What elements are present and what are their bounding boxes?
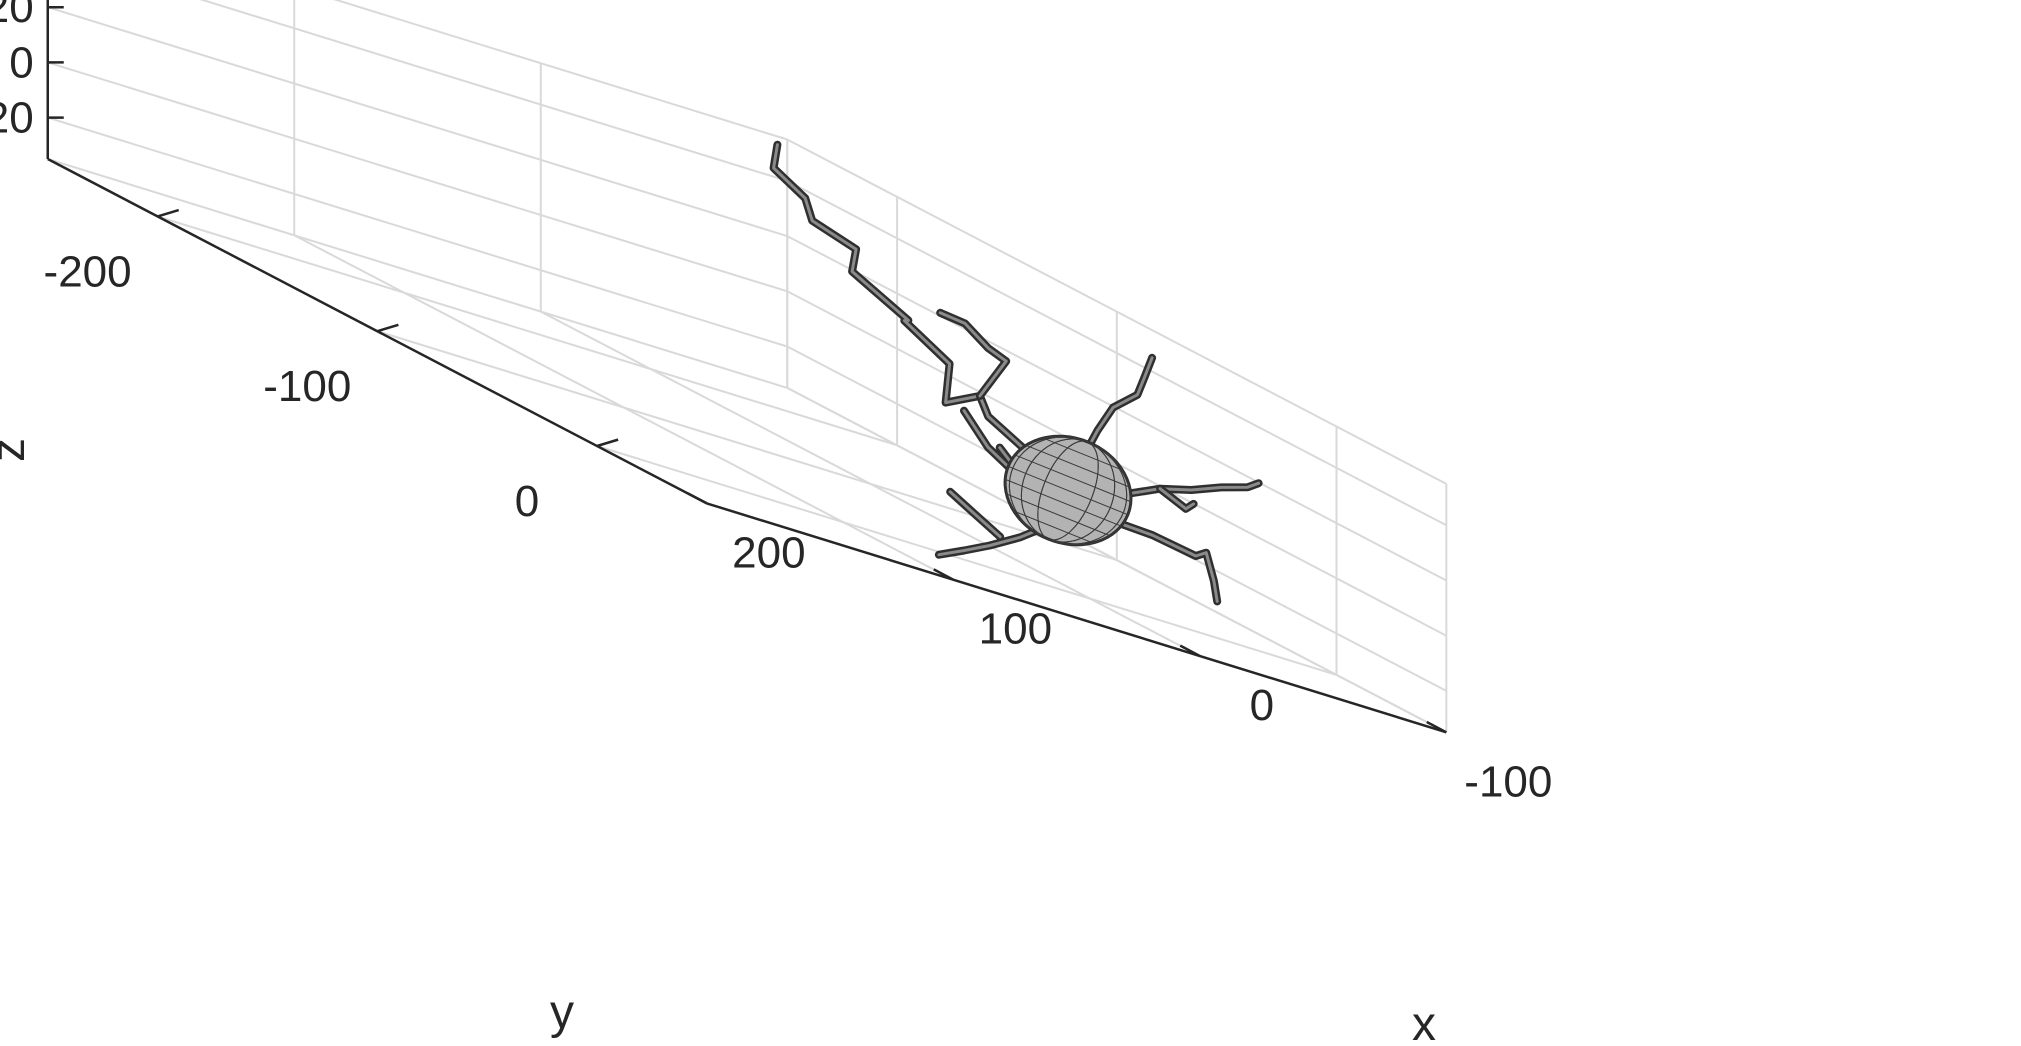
- neuron-morphology: [769, 140, 1263, 606]
- axis-labels: x y z: [0, 438, 1436, 1046]
- soma-mesh-parallel: [1025, 444, 1130, 488]
- x-tick: [1179, 644, 1201, 658]
- x-axis-label: x: [1412, 998, 1436, 1046]
- soma-mesh-meridian: [1037, 440, 1099, 541]
- z-axis-label: z: [0, 438, 35, 462]
- dendrite-lower-right-outline: [1110, 517, 1222, 606]
- grid-line-wall-y-horizontal: [47, 6, 788, 238]
- box-edge: [786, 138, 1447, 485]
- dendrite-right-branch: [1158, 487, 1196, 511]
- axon-outline: [769, 140, 1067, 484]
- x-tick-label: -100: [1464, 757, 1552, 806]
- axon-side-loop: [938, 311, 1008, 398]
- grid-line-wall-x-horizontal: [786, 180, 1447, 527]
- y-tick-label: -200: [44, 247, 132, 296]
- grid-line-wall-y-horizontal: [47, 116, 788, 348]
- y-tick-label: 0: [515, 477, 539, 526]
- soma-mesh-parallel: [1043, 437, 1123, 471]
- soma-mesh-parallel: [1013, 510, 1094, 544]
- y-tick: [596, 438, 619, 448]
- soma-mesh-parallel: [1008, 465, 1129, 516]
- axon: [772, 143, 1065, 482]
- y-axis-label: y: [550, 986, 574, 1039]
- box-edge: [47, 158, 788, 389]
- soma-mesh-parallel: [1006, 493, 1111, 537]
- z-tick-label: -20: [0, 94, 34, 143]
- x-tick: [686, 491, 708, 505]
- dendrite-right: [1121, 481, 1261, 497]
- x-tick: [1426, 720, 1447, 734]
- soma: [1003, 434, 1133, 547]
- soma-mesh-parallel: [1005, 478, 1122, 527]
- y-tick: [376, 323, 399, 333]
- y-tick: [157, 208, 180, 218]
- grid-line-floor-y: [377, 330, 1118, 562]
- grid-line-floor-y: [596, 445, 1337, 676]
- x-axis-line: [706, 502, 1447, 734]
- box-edge: [786, 387, 1447, 734]
- x-tick-label: 200: [732, 528, 805, 577]
- dendrite-down-branch: [948, 490, 1002, 539]
- x-tick-label: 0: [1250, 681, 1274, 730]
- y-tick-label: -100: [263, 362, 351, 411]
- grid-layer: [46, 0, 1448, 734]
- z-tick-label: 20: [0, 0, 34, 32]
- grid-line-floor-y: [157, 215, 898, 447]
- box-edge: [333, 0, 788, 141]
- grid-line-wall-y-horizontal: [47, 61, 788, 293]
- dendrite-lower-right: [1112, 519, 1219, 603]
- x-tick: [933, 568, 954, 581]
- z-tick-label: 0: [9, 38, 33, 87]
- grid-line-wall-y-horizontal: [199, 0, 788, 182]
- soma-mesh-parallel: [1014, 454, 1132, 503]
- x-tick-label: 100: [979, 605, 1052, 654]
